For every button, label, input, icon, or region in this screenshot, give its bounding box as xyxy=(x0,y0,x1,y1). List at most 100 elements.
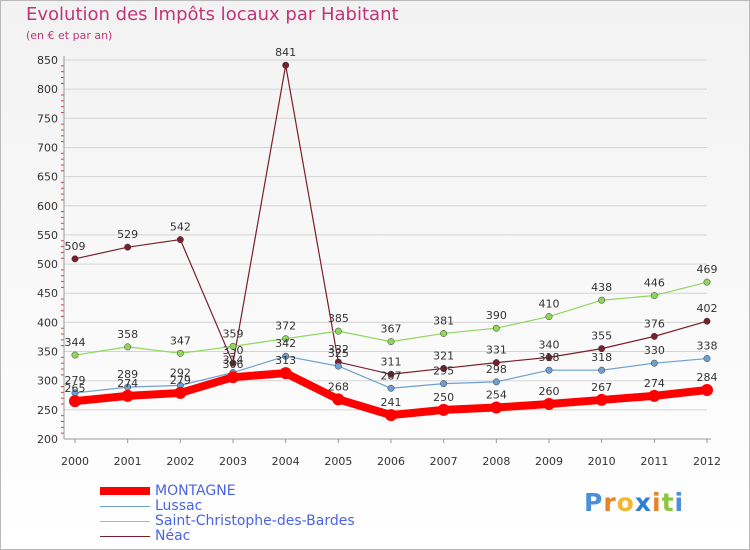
data-point xyxy=(598,296,606,304)
data-point xyxy=(650,359,658,367)
data-label: 331 xyxy=(486,344,507,357)
data-label: 359 xyxy=(223,327,244,340)
data-point xyxy=(229,342,237,350)
data-label: 381 xyxy=(433,314,454,327)
data-label: 446 xyxy=(644,277,665,290)
logo-letter: x xyxy=(634,488,652,517)
logo-letter: r xyxy=(603,488,617,517)
y-tick-label: 300 xyxy=(37,375,58,388)
data-point xyxy=(387,370,395,378)
data-point xyxy=(71,351,79,359)
x-tick-label: 2011 xyxy=(640,455,668,468)
data-label: 313 xyxy=(275,354,296,367)
data-point xyxy=(648,389,661,402)
data-label: 318 xyxy=(591,351,612,364)
data-label: 358 xyxy=(117,328,138,341)
data-point xyxy=(440,330,448,337)
legend-swatch-neac xyxy=(100,536,150,537)
data-point xyxy=(229,359,237,367)
data-label: 265 xyxy=(65,382,86,395)
data-label: 330 xyxy=(644,344,665,357)
y-tick-label: 250 xyxy=(37,404,58,417)
data-label: 340 xyxy=(539,338,560,351)
data-point xyxy=(385,409,397,422)
data-label: 376 xyxy=(644,317,665,330)
data-label: 318 xyxy=(539,351,560,364)
data-point xyxy=(440,380,448,388)
y-tick-label: 850 xyxy=(37,54,58,67)
data-label: 314 xyxy=(223,354,244,367)
x-tick-label: 2000 xyxy=(61,455,89,468)
data-label: 250 xyxy=(433,391,454,404)
data-label: 292 xyxy=(170,366,191,379)
data-label: 241 xyxy=(381,396,402,409)
data-label: 367 xyxy=(381,323,402,336)
data-label: 274 xyxy=(117,377,138,390)
chart-subtitle: (en € et par an) xyxy=(26,29,113,42)
data-point xyxy=(282,352,290,360)
y-tick-label: 200 xyxy=(37,433,58,446)
x-tick-label: 2003 xyxy=(219,455,247,468)
legend-label: Lussac xyxy=(155,498,203,514)
data-point xyxy=(440,364,448,372)
data-point xyxy=(545,353,553,361)
y-tick-label: 600 xyxy=(37,200,58,213)
y-tick-label: 800 xyxy=(37,83,58,96)
x-tick-label: 2001 xyxy=(114,455,142,468)
data-label: 338 xyxy=(697,340,718,353)
data-point xyxy=(650,292,658,300)
data-point xyxy=(598,345,606,353)
legend-label: Saint-Christophe-des-Bardes xyxy=(155,513,355,529)
y-tick-label: 550 xyxy=(37,229,58,242)
data-point xyxy=(492,378,500,386)
data-label: 841 xyxy=(275,46,296,59)
data-label: 306 xyxy=(223,358,244,371)
x-tick-label: 2009 xyxy=(535,455,563,468)
data-point xyxy=(650,332,658,340)
data-point xyxy=(703,278,711,286)
data-label: 298 xyxy=(486,363,507,376)
data-label: 268 xyxy=(328,380,349,393)
data-point xyxy=(279,367,292,380)
data-label: 347 xyxy=(170,334,191,347)
data-point xyxy=(492,359,500,367)
data-label: 311 xyxy=(381,355,402,368)
legend-swatch-saint-christophe xyxy=(100,521,150,522)
x-tick-label: 2008 xyxy=(482,455,510,468)
data-point xyxy=(387,338,395,346)
data-point xyxy=(124,243,132,251)
data-label: 260 xyxy=(539,385,560,398)
y-tick-label: 500 xyxy=(37,258,58,271)
data-point xyxy=(703,355,711,362)
data-point xyxy=(437,403,450,416)
data-label: 254 xyxy=(486,389,507,402)
data-label: 385 xyxy=(328,312,349,325)
logo-letter: t xyxy=(661,488,675,517)
logo-letter: o xyxy=(616,488,635,517)
logo-letter: P xyxy=(584,488,604,517)
data-point xyxy=(492,324,500,332)
data-point xyxy=(545,366,553,374)
data-point xyxy=(227,371,239,384)
data-label: 344 xyxy=(65,336,86,349)
data-label: 321 xyxy=(433,349,454,362)
y-tick-label: 400 xyxy=(37,316,58,329)
legend-label: MONTAGNE xyxy=(155,483,236,499)
data-point xyxy=(543,398,555,411)
data-label: 332 xyxy=(328,343,349,356)
data-point xyxy=(387,384,395,392)
data-label: 342 xyxy=(275,337,296,350)
x-tick-label: 2002 xyxy=(166,455,194,468)
data-label: 372 xyxy=(275,320,296,333)
y-tick-label: 700 xyxy=(37,141,58,154)
data-label: 267 xyxy=(591,381,612,394)
chart-title: Evolution des Impôts locaux par Habitant xyxy=(26,4,399,25)
data-label: 355 xyxy=(591,330,612,343)
legend-swatch-montagne xyxy=(100,487,150,495)
data-label: 289 xyxy=(117,368,138,381)
data-label: 390 xyxy=(486,309,507,322)
data-label: 402 xyxy=(697,302,718,315)
data-point xyxy=(176,236,184,244)
y-tick-label: 350 xyxy=(37,346,58,359)
data-label: 529 xyxy=(117,228,138,241)
